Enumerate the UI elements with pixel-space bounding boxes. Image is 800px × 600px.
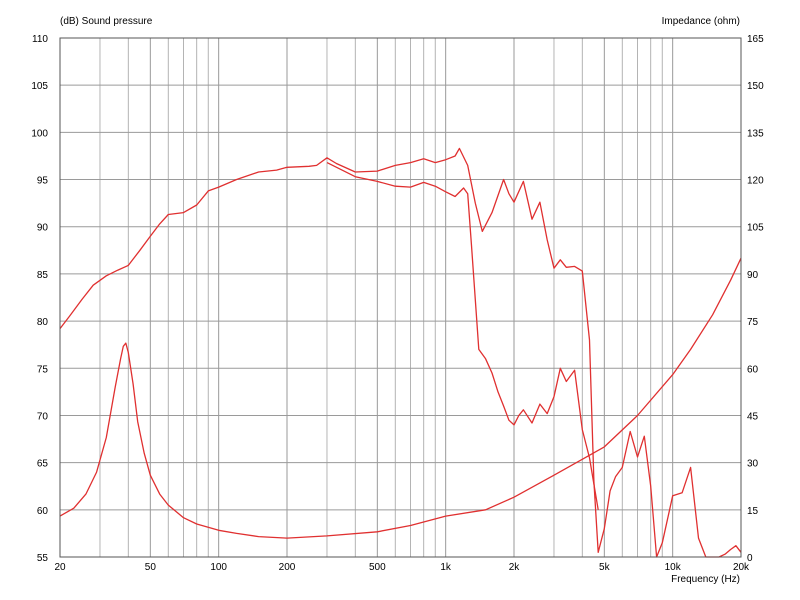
tick-labels: 20 50 100 200 500 1k 2k 5k 10k 20k 55 60 65 70 75 80 85 9… xyxy=(31,34,764,573)
x-tick-label: 2k xyxy=(509,562,521,573)
x-tick-label: 20k xyxy=(733,562,750,573)
x-tick-label: 20 xyxy=(54,562,66,573)
x-tick-label: 500 xyxy=(369,562,386,573)
impedance-curve xyxy=(59,257,742,539)
y-tick-label: 110 xyxy=(32,34,48,45)
y-tick-label: 70 xyxy=(37,411,49,422)
y2-tick-label: 45 xyxy=(747,411,759,422)
y-tick-label: 55 xyxy=(37,553,49,564)
y-tick-label: 75 xyxy=(37,364,49,375)
spl-curve-on-axis xyxy=(59,147,742,558)
y2-tick-label: 150 xyxy=(747,81,764,92)
y-tick-label: 65 xyxy=(37,459,49,470)
y2-tick-label: 135 xyxy=(747,128,764,139)
x-tick-label: 5k xyxy=(599,562,611,573)
y2-tick-label: 165 xyxy=(747,34,764,45)
y2-tick-label: 75 xyxy=(747,317,759,328)
y2-tick-label: 120 xyxy=(747,176,764,187)
left-axis-label: (dB) Sound pressure xyxy=(60,16,153,27)
y-tick-label: 95 xyxy=(37,176,49,187)
y-tick-label: 85 xyxy=(37,270,49,281)
spl-curve-off-axis xyxy=(326,162,599,510)
y-tick-label: 90 xyxy=(37,223,49,234)
x-tick-label: 100 xyxy=(210,562,227,573)
y2-tick-label: 30 xyxy=(747,459,759,470)
grid xyxy=(60,38,741,557)
right-axis-label: Impedance (ohm) xyxy=(662,16,740,27)
x-tick-label: 1k xyxy=(440,562,452,573)
y2-tick-label: 15 xyxy=(747,506,759,517)
y-tick-label: 105 xyxy=(31,81,48,92)
x-axis-label: Frequency (Hz) xyxy=(671,574,740,585)
plot-frame xyxy=(59,37,742,558)
curves xyxy=(59,147,742,558)
y2-tick-label: 0 xyxy=(747,553,753,564)
y2-tick-label: 60 xyxy=(747,364,759,375)
y2-tick-label: 90 xyxy=(747,270,759,281)
x-tick-label: 10k xyxy=(665,562,682,573)
y-tick-label: 60 xyxy=(37,506,49,517)
x-tick-label: 50 xyxy=(145,562,157,573)
y2-tick-label: 105 xyxy=(747,223,764,234)
x-tick-label: 200 xyxy=(279,562,296,573)
y-tick-label: 100 xyxy=(31,128,48,139)
y-tick-label: 80 xyxy=(37,317,49,328)
